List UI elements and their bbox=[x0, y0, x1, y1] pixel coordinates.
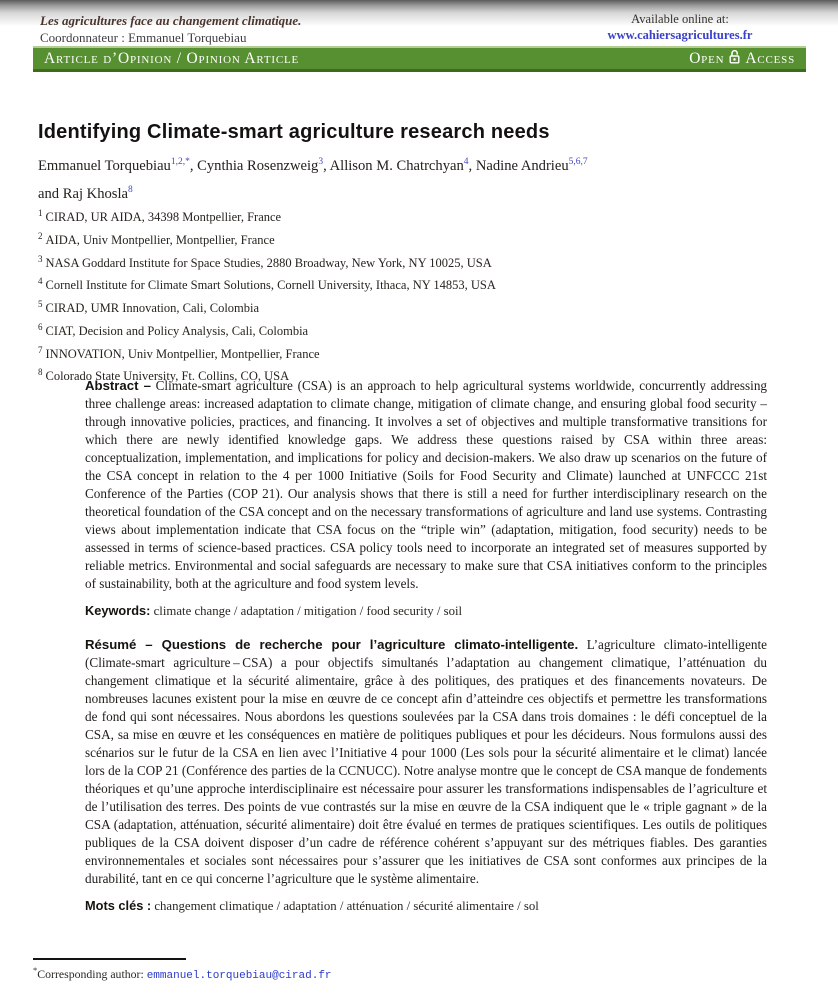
author-affiliation-sup: 8 bbox=[128, 184, 133, 195]
mots-cles-value: changement climatique / adaptation / att… bbox=[154, 899, 539, 913]
author-affiliation-sup: 5,6,7 bbox=[568, 157, 588, 167]
footnote-label: Corresponding author: bbox=[37, 966, 147, 981]
affiliation-number: 3 bbox=[38, 253, 43, 264]
affiliation-item: 3 NASA Goddard Institute for Space Studie… bbox=[38, 253, 492, 270]
author-name: Nadine Andrieu bbox=[475, 157, 569, 174]
affiliation-item: 1 CIRAD, UR AIDA, 34398 Montpellier, Fran… bbox=[38, 208, 282, 225]
abstract-paragraph: Abstract – Climate-smart agriculture (CS… bbox=[85, 377, 767, 593]
keywords-value: climate change / adaptation / mitigation… bbox=[153, 604, 463, 618]
footnote-asterisk: * bbox=[33, 965, 38, 975]
affiliation-number: 4 bbox=[38, 276, 43, 287]
resume-text: L’agriculture climato-intelligente (Clim… bbox=[85, 637, 767, 886]
affiliation-number: 2 bbox=[38, 230, 43, 241]
corresponding-author-email-link[interactable]: emmanuel.torquebiau@cirad.fr bbox=[146, 969, 332, 982]
open-access-icon bbox=[729, 49, 740, 69]
author-name: Raj Khosla bbox=[62, 185, 128, 202]
authors-line: Emmanuel Torquebiau1,2,*, Cynthia Rosenz… bbox=[38, 157, 588, 202]
affiliation-item: 2 AIDA, Univ Montpellier, Montpellier, Fr… bbox=[38, 230, 275, 247]
author-affiliation-sup: 4 bbox=[463, 157, 469, 167]
affiliation-item: 7 INNOVATION, Univ Montpellier, Montpelli… bbox=[38, 344, 320, 361]
author-name: Emmanuel Torquebiau bbox=[38, 157, 171, 174]
corresponding-author-footnote: *Corresponding author: emmanuel.torquebi… bbox=[33, 958, 793, 982]
author-name: Cynthia Rosenzweig bbox=[197, 157, 319, 174]
author-affiliation-sup: 1,2,* bbox=[170, 157, 190, 167]
affiliation-number: 8 bbox=[38, 367, 43, 378]
available-online-label: Available online at: bbox=[631, 12, 729, 26]
affiliation-number: 5 bbox=[38, 299, 43, 309]
affiliation-item: 4 Cornell Institute for Climate Smart Sol… bbox=[38, 276, 496, 293]
author-affiliation-sup: 3 bbox=[318, 157, 324, 167]
affiliation-number: 1 bbox=[38, 208, 43, 218]
affiliations-list: 1 CIRAD, UR AIDA, 34398 Montpellier, Fran… bbox=[38, 204, 798, 386]
affiliation-item: 6 CIAT, Decision and Policy Analysis, Cal… bbox=[38, 321, 309, 338]
open-access-access-label: Access bbox=[745, 49, 795, 67]
series-coordinator: Coordonnateur : Emmanuel Torquebiau bbox=[40, 29, 247, 45]
abstract-label: Abstract – bbox=[85, 378, 151, 393]
affiliation-number: 6 bbox=[38, 321, 43, 332]
affiliation-item: 8 Colorado State University, Ft. Collins,… bbox=[38, 367, 290, 384]
mots-cles-label: Mots clés : bbox=[85, 898, 152, 913]
affiliation-number: 7 bbox=[38, 344, 43, 355]
journal-website-link[interactable]: www.cahiersagricultures.fr bbox=[607, 28, 753, 42]
keywords-line: Keywords: climate change / adaptation / … bbox=[85, 602, 767, 620]
page-top-scan-shadow bbox=[0, 0, 838, 26]
resume-label: Résumé – Questions de recherche pour l’a… bbox=[85, 637, 579, 652]
affiliation-item: 5 CIRAD, UMR Innovation, Cali, Colombia bbox=[38, 299, 260, 316]
available-online-block: Available online at: www.cahiersagricult… bbox=[570, 11, 790, 43]
article-title: Identifying Climate-smart agriculture re… bbox=[38, 121, 550, 144]
article-type-banner: Article d’Opinion / Opinion Article Open… bbox=[33, 46, 806, 72]
article-type-label: Article d’Opinion / Opinion Article bbox=[44, 49, 300, 67]
series-header: Les agricultures face au changement clim… bbox=[40, 13, 301, 46]
open-access-badge: Open Access bbox=[689, 49, 795, 69]
abstract-column: Abstract – Climate-smart agriculture (CS… bbox=[85, 377, 767, 915]
series-title: Les agricultures face au changement clim… bbox=[40, 13, 302, 28]
resume-paragraph: Résumé – Questions de recherche pour l’a… bbox=[85, 636, 767, 888]
keywords-label: Keywords: bbox=[85, 603, 151, 618]
mots-cles-line: Mots clés : changement climatique / adap… bbox=[85, 897, 767, 915]
footnote-rule bbox=[33, 958, 186, 960]
open-access-open-label: Open bbox=[689, 49, 725, 67]
author-name: Allison M. Chatrchyan bbox=[329, 157, 464, 174]
abstract-text: Climate-smart agriculture (CSA) is an ap… bbox=[85, 378, 768, 591]
